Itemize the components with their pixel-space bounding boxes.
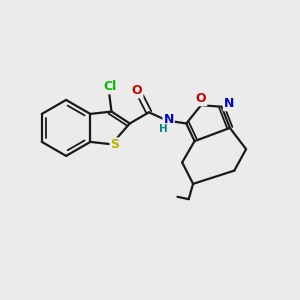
Text: O: O [196,92,206,105]
Text: Cl: Cl [103,80,116,93]
Text: H: H [159,124,168,134]
Text: O: O [132,84,142,97]
Text: N: N [224,97,234,110]
Text: S: S [110,138,119,151]
Text: N: N [164,113,174,127]
